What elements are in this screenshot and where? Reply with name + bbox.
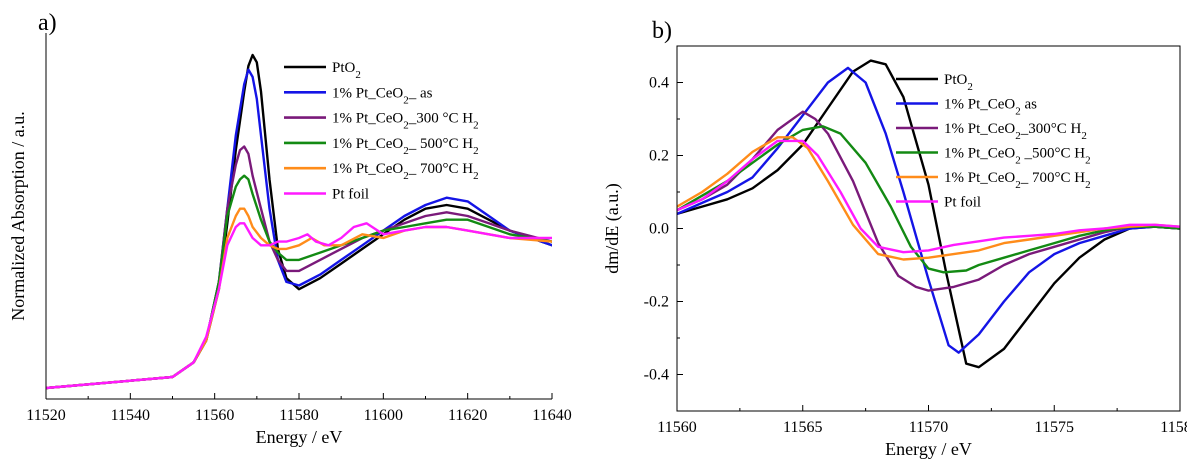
y-axis-label: Normalized Absorption / a.u.: [8, 111, 28, 320]
x-axis-label: Energy / eV: [256, 427, 343, 447]
series-line: [677, 59, 1180, 369]
panel-label: b): [652, 18, 672, 44]
x-tick-label: 11580: [279, 407, 318, 424]
series-line: [46, 207, 552, 390]
legend-label: Pt foil: [332, 187, 369, 203]
series-line: [46, 145, 552, 390]
plot-area: [677, 59, 1180, 369]
legend-label: Pt foil: [944, 195, 981, 211]
series-line: [46, 222, 552, 390]
panel-b-derivative-spectra: b) 11560 11565 11570 11575 11580 0.4 0.2 0.0 -0.2…: [602, 18, 1187, 459]
panel-label: a): [38, 10, 57, 36]
x-tick-label: 11640: [532, 407, 571, 424]
x-tick-label: 11560: [195, 407, 234, 424]
plot-area: [46, 53, 552, 390]
x-tick-label: 11520: [26, 407, 65, 424]
legend-label: 1% Pt_CeO2 _500°C H2: [944, 146, 1091, 167]
x-tick-label: 11540: [111, 407, 150, 424]
x-tick-label: 11560: [657, 419, 696, 436]
legend-label: 1% Pt_CeO2_ as: [332, 85, 433, 106]
legend: PtO2 1% Pt_CeO2_ as 1% Pt_CeO2_300 °C H2 1%…: [284, 60, 479, 203]
y-tick-label: -0.4: [644, 367, 669, 384]
y-axis-label: dm/dE (a.u.): [602, 183, 623, 273]
series-line: [677, 110, 1180, 292]
x-tick-label: 11620: [448, 407, 487, 424]
legend-label: 1% Pt_CeO2_ 700°C H2: [944, 170, 1091, 191]
x-axis-label: Energy / eV: [885, 439, 972, 459]
legend-label: 1% Pt_CeO2_ 500°C H2: [332, 136, 479, 157]
series-line: [677, 139, 1180, 254]
legend-label: PtO2: [944, 72, 973, 93]
legend-label: PtO2: [332, 60, 361, 81]
y-tick-label: 0.0: [649, 221, 669, 238]
x-tick-label: 11575: [1035, 419, 1074, 436]
y-tick-label: 0.4: [649, 75, 669, 92]
legend-label: 1% Pt_CeO2_ 700°C H2: [332, 161, 479, 182]
x-tick-label: 11600: [364, 407, 403, 424]
legend: PtO2 1% Pt_CeO2 as 1% Pt_CeO2_300°C H2 1% P…: [896, 72, 1091, 211]
panel-a-xanes-spectra: a) 11520 11540 11560 11580 11600 11620 11640 Ene…: [8, 10, 572, 447]
series-line: [677, 136, 1180, 261]
legend-label: 1% Pt_CeO2_300°C H2: [944, 121, 1087, 142]
x-tick-label: 11570: [909, 419, 948, 436]
legend-label: 1% Pt_CeO2 as: [944, 97, 1037, 118]
y-tick-label: 0.2: [649, 148, 669, 165]
x-tick-label: 11565: [783, 419, 822, 436]
series-line: [677, 66, 1180, 354]
x-tick-label: 11580: [1160, 419, 1187, 436]
y-tick-label: -0.2: [644, 294, 669, 311]
legend-label: 1% Pt_CeO2_300 °C H2: [332, 111, 479, 132]
series-line: [677, 125, 1180, 274]
